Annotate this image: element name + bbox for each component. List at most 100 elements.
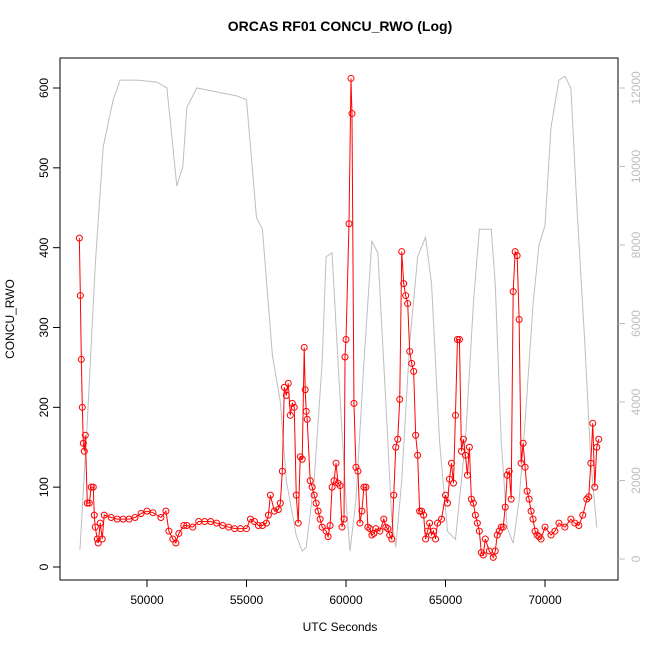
x-axis-title: UTC Seconds [303, 620, 378, 634]
data-point [517, 459, 525, 467]
data-point [447, 459, 455, 467]
data-point [493, 531, 501, 539]
data-point [529, 515, 537, 523]
data-point [495, 527, 503, 535]
data-point [501, 503, 509, 511]
y2-tick-label: 10000 [629, 149, 643, 183]
data-point [308, 483, 316, 491]
data-point [288, 399, 296, 407]
data-point [342, 335, 350, 343]
data-point [527, 507, 535, 515]
data-point [406, 347, 414, 355]
data-point [262, 519, 270, 527]
data-point [376, 527, 384, 535]
data-point [467, 495, 475, 503]
data-point [328, 483, 336, 491]
y2-tick-label: 2000 [629, 467, 643, 494]
data-point [213, 519, 221, 527]
data-point [396, 395, 404, 403]
data-point [336, 482, 344, 490]
data-point [306, 477, 314, 485]
data-point [243, 525, 251, 533]
data-point [394, 435, 402, 443]
data-point [382, 523, 390, 531]
data-point [384, 525, 392, 533]
y-tick-label: 300 [37, 317, 51, 337]
data-point [340, 515, 348, 523]
data-point [575, 521, 583, 529]
data-point [77, 355, 85, 363]
data-point [347, 74, 355, 82]
data-point [292, 491, 300, 499]
data-point [533, 531, 541, 539]
data-point [420, 511, 428, 519]
data-point [443, 499, 451, 507]
data-point [537, 535, 545, 543]
data-point [264, 511, 272, 519]
data-point [416, 507, 424, 515]
x-tick-label: 60000 [329, 593, 363, 607]
data-point [354, 467, 362, 475]
data-point [509, 288, 517, 296]
data-point [555, 519, 563, 527]
data-point [422, 535, 430, 543]
data-point [430, 527, 438, 535]
x-tick-label: 55000 [230, 593, 264, 607]
data-point [469, 499, 477, 507]
data-point [404, 300, 412, 308]
data-point [93, 535, 101, 543]
data-point [78, 403, 86, 411]
data-point [410, 367, 418, 375]
data-point [318, 523, 326, 531]
data-point [79, 439, 87, 447]
data-point [398, 248, 406, 256]
data-point [491, 547, 499, 555]
data-point [316, 515, 324, 523]
data-point [348, 110, 356, 118]
y2-tick-label: 6000 [629, 310, 643, 337]
data-point [455, 335, 463, 343]
data-point [426, 519, 434, 527]
data-point [278, 467, 286, 475]
data-point [479, 551, 487, 559]
data-point [286, 411, 294, 419]
data-point [301, 386, 309, 394]
data-point [400, 280, 408, 288]
data-point [298, 455, 306, 463]
data-point [87, 483, 95, 491]
data-point [131, 513, 139, 521]
data-point [449, 479, 457, 487]
data-point [324, 533, 332, 541]
data-point [428, 531, 436, 539]
data-point [175, 529, 183, 537]
chart-title: ORCAS RF01 CONCU_RWO (Log) [228, 18, 453, 34]
data-point [551, 527, 559, 535]
data-point [312, 499, 320, 507]
data-point [76, 292, 84, 300]
y-tick-label: 400 [37, 237, 51, 257]
data-point [589, 419, 597, 427]
data-point [137, 510, 145, 518]
data-point [345, 220, 353, 228]
data-point [567, 515, 575, 523]
data-point [294, 519, 302, 527]
data-point [350, 399, 358, 407]
data-point [521, 463, 529, 471]
data-point [165, 527, 173, 535]
data-point [250, 517, 258, 525]
y2-tick-label: 4000 [629, 388, 643, 415]
data-point [390, 491, 398, 499]
data-point [364, 523, 372, 531]
data-point [408, 359, 416, 367]
data-point [499, 523, 507, 531]
series-line [78, 78, 600, 559]
plot-frame [59, 57, 619, 581]
y-tick-label: 0 [37, 563, 51, 570]
data-point [284, 379, 292, 387]
data-point [505, 467, 513, 475]
data-point [561, 523, 569, 531]
data-point [282, 391, 290, 399]
data-point [513, 252, 521, 260]
data-point [438, 515, 446, 523]
